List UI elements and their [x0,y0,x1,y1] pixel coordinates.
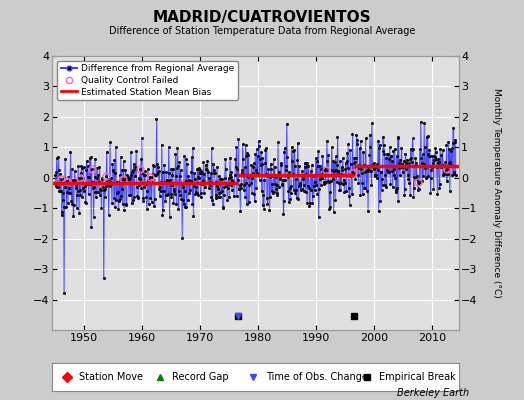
Text: MADRID/CUATROVIENTOS: MADRID/CUATROVIENTOS [152,10,372,25]
Text: Record Gap: Record Gap [172,372,229,382]
Text: Station Move: Station Move [79,372,143,382]
Text: Berkeley Earth: Berkeley Earth [397,388,469,398]
Legend: Difference from Regional Average, Quality Control Failed, Estimated Station Mean: Difference from Regional Average, Qualit… [57,60,238,100]
Text: Empirical Break: Empirical Break [379,372,456,382]
Text: Time of Obs. Change: Time of Obs. Change [266,372,367,382]
Text: Difference of Station Temperature Data from Regional Average: Difference of Station Temperature Data f… [109,26,415,36]
Y-axis label: Monthly Temperature Anomaly Difference (°C): Monthly Temperature Anomaly Difference (… [492,88,500,298]
